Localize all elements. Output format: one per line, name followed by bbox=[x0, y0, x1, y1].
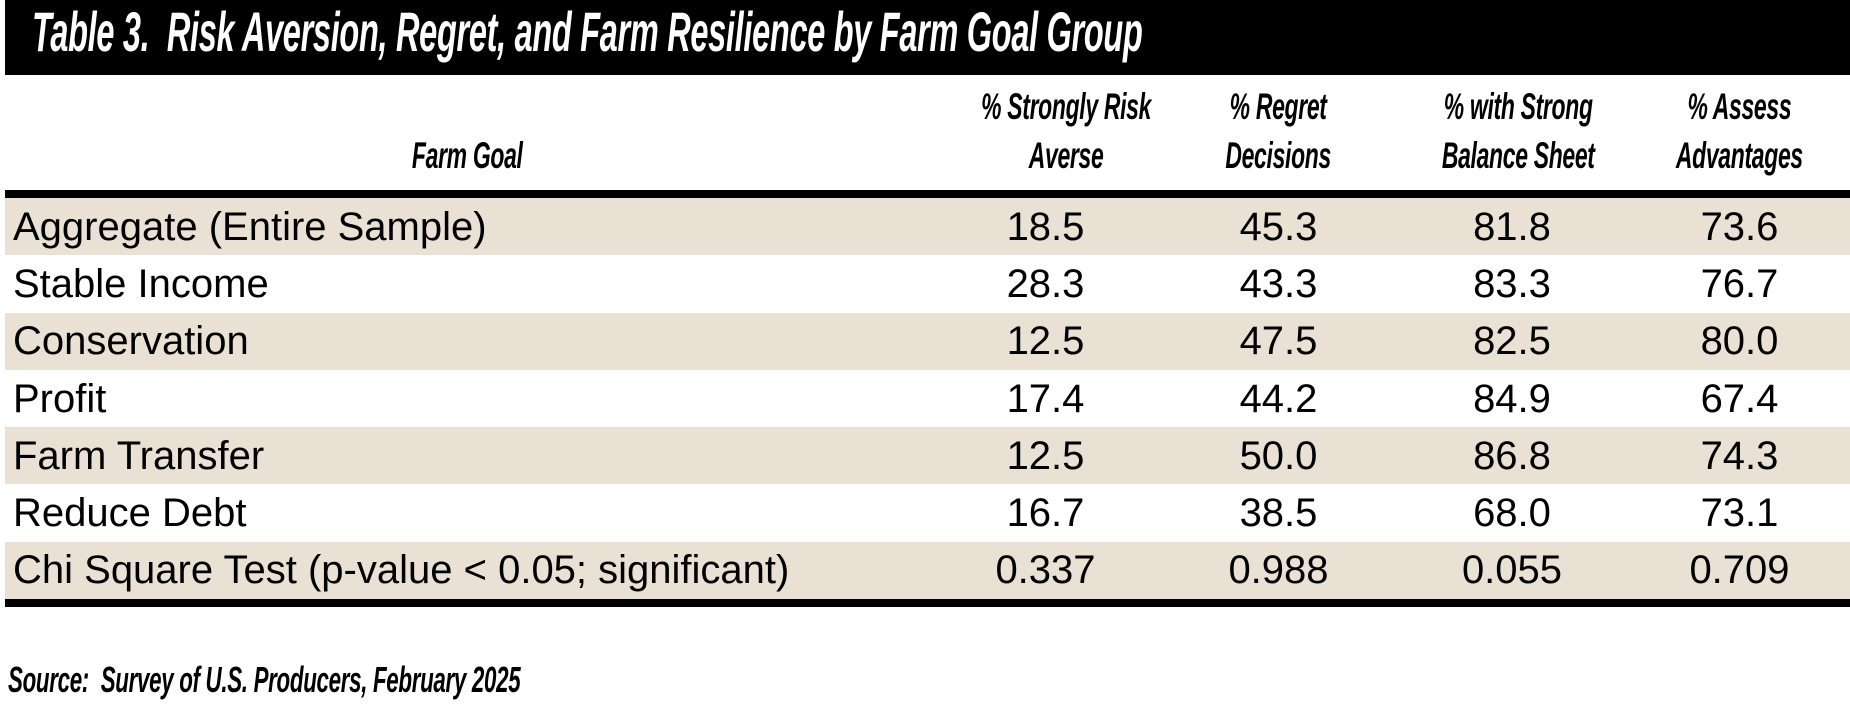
cell-value: 82.5 bbox=[1473, 319, 1551, 364]
cell-value: 0.337 bbox=[995, 548, 1096, 593]
cell-value: 17.4 bbox=[1006, 376, 1085, 421]
row-label: Profit bbox=[13, 376, 107, 421]
table-row-chi-square-test: Chi Square Test (p-value < 0.05; signifi… bbox=[5, 541, 1850, 600]
cell-value: 12.5 bbox=[1006, 319, 1085, 364]
table-title: Table 3. Risk Aversion, Regret, and Farm… bbox=[32, 0, 1143, 63]
cell-value: 81.8 bbox=[1473, 204, 1551, 249]
row-label: Chi Square Test (p-value < 0.05; signifi… bbox=[13, 548, 790, 593]
cell-value: 76.7 bbox=[1700, 261, 1779, 306]
cell-value: 44.2 bbox=[1239, 376, 1318, 421]
column-header-farm-goal: Farm Goal bbox=[411, 135, 523, 176]
cell-value: 80.0 bbox=[1700, 319, 1779, 364]
cell-value: 50.0 bbox=[1239, 433, 1318, 478]
cell-value: 67.4 bbox=[1700, 376, 1779, 421]
cell-value: 18.5 bbox=[1006, 204, 1085, 249]
column-header-assess-advantages: % Assess Advantages bbox=[1676, 86, 1803, 176]
cell-value: 45.3 bbox=[1239, 204, 1318, 249]
table-row-reduce-debt: Reduce Debt 16.7 38.5 68.0 73.1 bbox=[5, 484, 1850, 542]
cell-value: 0.709 bbox=[1689, 548, 1790, 593]
cell-value: 86.8 bbox=[1473, 433, 1551, 478]
cell-value: 73.6 bbox=[1700, 204, 1779, 249]
row-label: Conservation bbox=[13, 319, 249, 364]
row-label: Aggregate (Entire Sample) bbox=[13, 204, 487, 249]
row-label: Reduce Debt bbox=[13, 491, 247, 536]
cell-value: 84.9 bbox=[1473, 376, 1551, 421]
cell-value: 0.988 bbox=[1228, 548, 1329, 593]
row-label: Farm Transfer bbox=[13, 433, 265, 478]
cell-value: 28.3 bbox=[1006, 261, 1085, 306]
cell-value: 74.3 bbox=[1700, 433, 1779, 478]
table-row-aggregate: Aggregate (Entire Sample) 18.5 45.3 81.8… bbox=[5, 198, 1850, 256]
table-row-conservation: Conservation 12.5 47.5 82.5 80.0 bbox=[5, 312, 1850, 370]
table-row-farm-transfer: Farm Transfer 12.5 50.0 86.8 74.3 bbox=[5, 427, 1850, 485]
column-header-regret-decisions: % Regret Decisions bbox=[1225, 86, 1332, 176]
column-header-strongly-risk-averse: % Strongly Risk Averse bbox=[981, 86, 1152, 176]
table-row-profit: Profit 17.4 44.2 84.9 67.4 bbox=[5, 369, 1850, 428]
cell-value: 16.7 bbox=[1006, 491, 1085, 536]
column-header-strong-balance-sheet: % with Strong Balance Sheet bbox=[1441, 86, 1595, 176]
cell-value: 12.5 bbox=[1006, 433, 1085, 478]
table-title-bar: Table 3. Risk Aversion, Regret, and Farm… bbox=[5, 0, 1850, 75]
cell-value: 73.1 bbox=[1700, 491, 1779, 536]
cell-value: 47.5 bbox=[1239, 319, 1318, 364]
cell-value: 43.3 bbox=[1239, 261, 1318, 306]
table-header-row: Farm Goal % Strongly Risk Averse % Regret… bbox=[5, 75, 1850, 190]
cell-value: 38.5 bbox=[1239, 491, 1318, 536]
cell-value: 68.0 bbox=[1473, 491, 1551, 536]
data-table: Aggregate (Entire Sample) 18.5 45.3 81.8… bbox=[5, 190, 1850, 608]
cell-value: 0.055 bbox=[1461, 548, 1563, 593]
row-label: Stable Income bbox=[13, 261, 269, 306]
table-row-stable-income: Stable Income 28.3 43.3 83.3 76.7 bbox=[5, 255, 1850, 313]
cell-value: 83.3 bbox=[1473, 261, 1551, 306]
source-note: Source: Survey of U.S. Producers, Februa… bbox=[8, 659, 521, 700]
